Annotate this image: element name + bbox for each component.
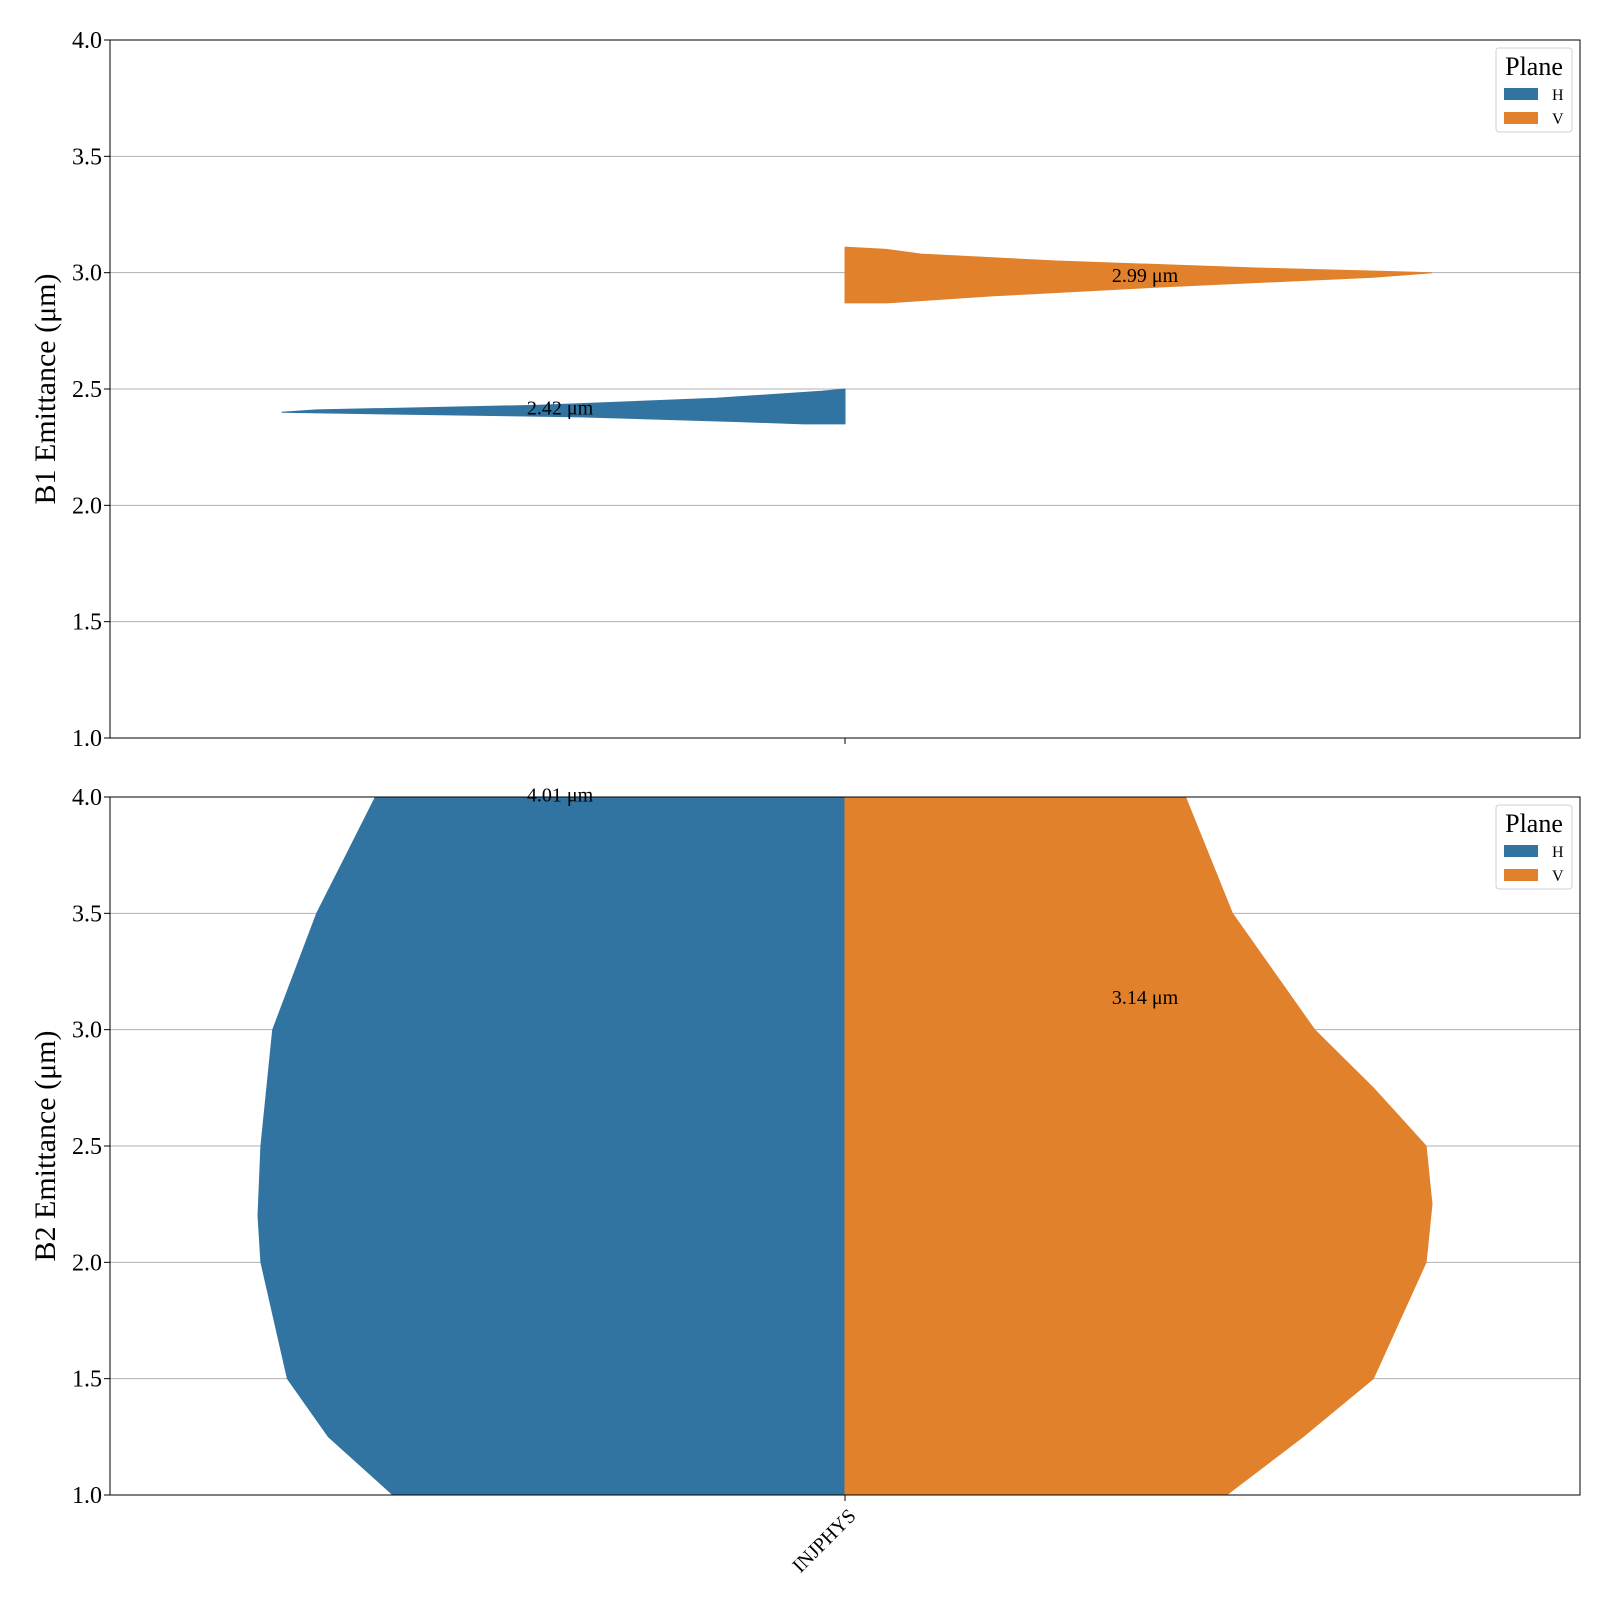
b2-ytick-label: 2.0 — [72, 1250, 102, 1276]
top-panel-b1: 2.42 μm 2.99 μm 1.0 1.5 2.0 2.5 3.0 3.5 4.0 B1 Em… — [29, 28, 1581, 752]
b1-legend-swatch-v — [1504, 112, 1538, 124]
b1-ytick-label: 2.0 — [72, 493, 102, 519]
b1-ytick-label: 1.0 — [72, 726, 102, 752]
b2-ytick-label: 1.0 — [72, 1483, 102, 1509]
b2-legend: Plane HV — [1495, 804, 1573, 890]
b2-legend-swatch-h — [1504, 845, 1538, 857]
b2-ytick-label: 2.5 — [72, 1134, 102, 1160]
b2-legend-title: Plane — [1505, 809, 1563, 838]
b1-ytick-label: 3.0 — [72, 261, 102, 287]
b1-violin-h — [281, 388, 846, 425]
b1-annotation-h: 2.42 μm — [527, 398, 594, 420]
b2-annotation-v: 3.14 μm — [1112, 987, 1179, 1009]
b1-ylabel: B1 Emittance (μm) — [29, 273, 62, 504]
b1-ytick-label: 2.5 — [72, 377, 102, 403]
b2-annotation-h: 4.01 μm — [527, 785, 594, 807]
b1-violin-v — [844, 246, 1433, 304]
b1-legend-swatch-h — [1504, 88, 1538, 100]
b2-plot-area — [110, 797, 1580, 1495]
b2-ytick-label: 1.5 — [72, 1367, 102, 1393]
b2-legend-label-h: H — [1552, 844, 1564, 861]
b2-legend-swatch-v — [1504, 869, 1538, 881]
b2-violin-v — [844, 797, 1433, 1495]
b1-annotation-v: 2.99 μm — [1112, 265, 1179, 287]
b2-ytick-label: 3.5 — [72, 901, 102, 927]
b2-ytick-label: 4.0 — [72, 785, 102, 811]
b2-violin-h — [257, 797, 846, 1495]
b2-ylabel: B2 Emittance (μm) — [29, 1030, 62, 1261]
b2-legend-label-v: V — [1552, 868, 1564, 885]
b1-ytick-label: 1.5 — [72, 610, 102, 636]
b1-legend-title: Plane — [1505, 52, 1563, 81]
b1-ytick-label: 4.0 — [72, 28, 102, 54]
b1-legend: Plane HV — [1495, 47, 1573, 133]
b1-legend-label-v: V — [1552, 111, 1564, 128]
b1-legend-label-h: H — [1552, 87, 1564, 104]
xtick-label-injphys: INJPHYS — [788, 1505, 860, 1577]
bottom-panel-b2: 4.01 μm 3.14 μm 1.0 1.5 2.0 2.5 3.0 3.5 4.0 INJPH… — [29, 785, 1581, 1577]
b2-ytick-label: 3.0 — [72, 1018, 102, 1044]
b1-plot-area — [110, 40, 1580, 738]
b1-ytick-label: 3.5 — [72, 144, 102, 170]
